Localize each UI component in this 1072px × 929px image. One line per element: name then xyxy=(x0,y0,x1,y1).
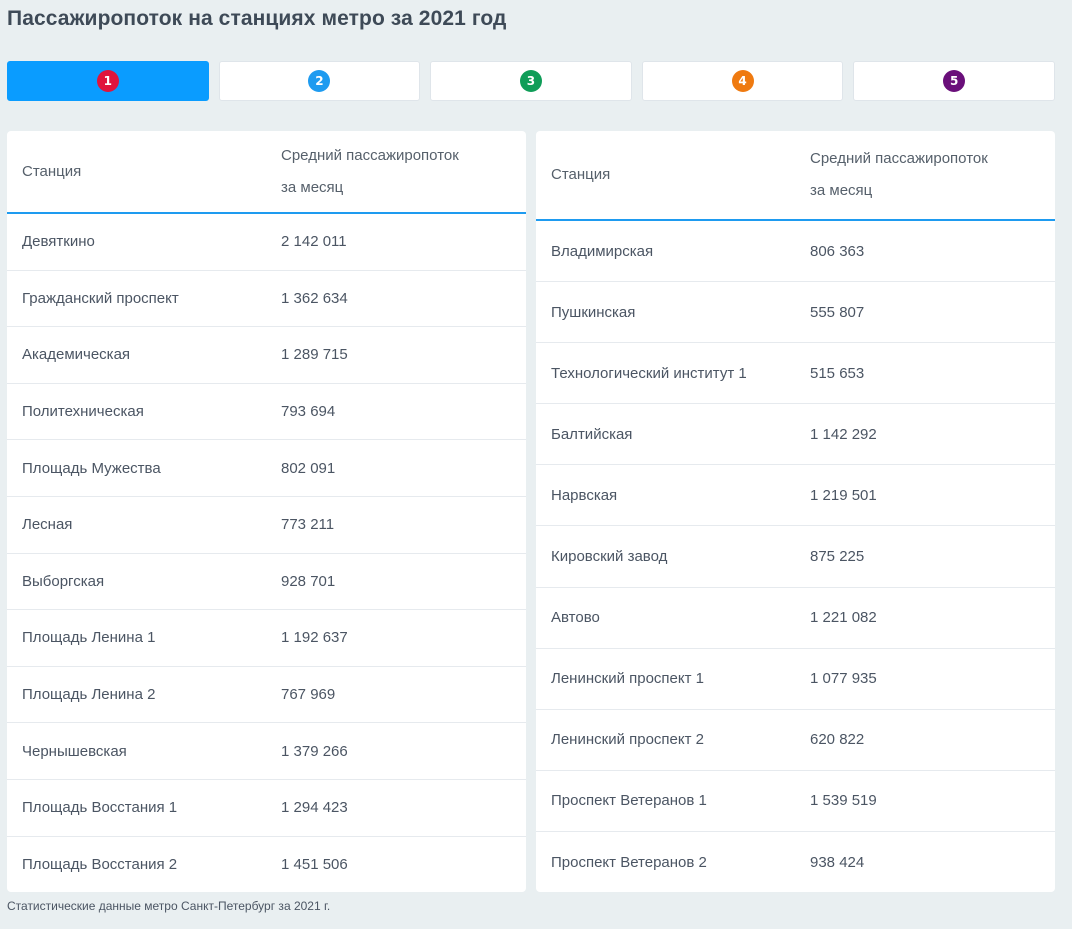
station-name: Нарвская xyxy=(551,486,618,504)
passenger-flow: 793 694 xyxy=(281,403,336,421)
table-header: Станция Средний пассажиропоток за месяц xyxy=(536,131,1055,221)
station-name: Девяткино xyxy=(22,233,95,251)
station-name: Ленинский проспект 2 xyxy=(551,731,705,749)
table-row: Автово 1 221 082 xyxy=(536,588,1055,649)
table-row: Выборгская 928 701 xyxy=(7,554,526,611)
table-row: Площадь Ленина 2 767 969 xyxy=(7,667,526,724)
station-name: Площадь Мужества xyxy=(22,459,161,477)
line-4-badge: 4 xyxy=(731,70,754,92)
table-row: Нарвская 1 219 501 xyxy=(536,465,1055,527)
table-body: Девяткино 2 142 011 Гражданский проспект 1 … xyxy=(7,214,526,893)
table-row: Площадь Ленина 1 1 192 637 xyxy=(7,610,526,667)
passenger-flow: 802 091 xyxy=(281,459,336,477)
line-2-badge: 2 xyxy=(308,70,331,92)
table-row: Академическая 1 289 715 xyxy=(7,327,526,384)
station-name: Ленинский проспект 1 xyxy=(551,670,705,688)
station-name: Гражданский проспект xyxy=(22,289,179,307)
passenger-flow: 938 424 xyxy=(810,853,865,871)
table-row: Проспект Ветеранов 2 938 424 xyxy=(536,832,1055,893)
passenger-flow: 1 077 935 xyxy=(810,670,877,688)
table-row: Владимирская 806 363 xyxy=(536,221,1055,283)
passenger-flow: 1 142 292 xyxy=(810,425,877,443)
line-1-badge: 1 xyxy=(96,70,119,92)
passenger-flow: 1 451 506 xyxy=(281,856,348,874)
table-row: Кировский завод 875 225 xyxy=(536,526,1055,588)
tab-line-1[interactable]: 1 xyxy=(7,61,209,101)
header-station: Станция xyxy=(551,166,611,183)
line-tabs: 1 2 3 4 5 xyxy=(7,61,1055,101)
station-name: Чернышевская xyxy=(22,742,127,760)
passenger-flow: 1 221 082 xyxy=(810,609,877,627)
station-name: Владимирская xyxy=(551,242,654,260)
station-name: Автово xyxy=(551,609,600,627)
passenger-flow: 928 701 xyxy=(281,572,336,590)
station-name: Площадь Восстания 2 xyxy=(22,856,178,874)
table-row: Чернышевская 1 379 266 xyxy=(7,723,526,780)
header-flow: Средний пассажиропоток за месяц xyxy=(795,143,1055,207)
passenger-flow: 2 142 011 xyxy=(281,233,347,251)
table-row: Гражданский проспект 1 362 634 xyxy=(7,271,526,328)
passenger-flow: 1 294 423 xyxy=(281,799,348,817)
passenger-flow: 1 219 501 xyxy=(810,486,877,504)
header-station: Станция xyxy=(22,162,82,180)
passenger-flow: 773 211 xyxy=(281,516,335,534)
table-row: Балтийская 1 142 292 xyxy=(536,404,1055,466)
table-row: Лесная 773 211 xyxy=(7,497,526,554)
tab-line-4[interactable]: 4 xyxy=(641,61,844,101)
station-name: Академическая xyxy=(22,346,131,364)
table-row: Площадь Восстания 1 1 294 423 xyxy=(7,780,526,837)
table-body: Владимирская 806 363 Пушкинская 555 807 Техн… xyxy=(536,221,1055,893)
page-title: Пассажиропоток на станциях метро за 2021… xyxy=(7,7,507,30)
stations-table-right: Станция Средний пассажиропоток за месяц … xyxy=(536,131,1055,892)
stations-table-left: Станция Средний пассажиропоток за месяц … xyxy=(7,131,526,892)
station-name: Проспект Ветеранов 1 xyxy=(551,792,707,810)
line-3-badge: 3 xyxy=(519,70,542,92)
table-row: Ленинский проспект 1 1 077 935 xyxy=(536,649,1055,710)
station-name: Площадь Ленина 1 xyxy=(22,629,156,647)
header-flow-line1: Средний пассажиропоток xyxy=(281,146,459,164)
station-name: Лесная xyxy=(22,516,73,534)
station-name: Кировский завод xyxy=(551,548,668,566)
tab-line-2[interactable]: 2 xyxy=(218,61,421,101)
station-name: Площадь Ленина 2 xyxy=(22,686,156,704)
passenger-flow: 620 822 xyxy=(810,731,865,749)
passenger-flow: 767 969 xyxy=(281,686,336,704)
passenger-flow: 875 225 xyxy=(810,548,865,566)
table-row: Девяткино 2 142 011 xyxy=(7,214,526,271)
table-row: Пушкинская 555 807 xyxy=(536,282,1055,344)
station-name: Политехническая xyxy=(22,403,144,421)
station-name: Технологический институт 1 xyxy=(551,364,747,382)
passenger-flow: 1 362 634 xyxy=(281,289,348,307)
header-flow-line1: Средний пассажиропоток xyxy=(810,150,988,167)
header-flow-line2: за месяц xyxy=(810,182,873,199)
table-row: Проспект Ветеранов 1 1 539 519 xyxy=(536,771,1055,832)
tab-line-5[interactable]: 5 xyxy=(853,61,1055,101)
passenger-flow: 1 379 266 xyxy=(281,742,348,760)
passenger-flow: 515 653 xyxy=(810,364,865,382)
table-row: Ленинский проспект 2 620 822 xyxy=(536,710,1055,771)
passenger-flow: 1 289 715 xyxy=(281,346,348,364)
table-row: Технологический институт 1 515 653 xyxy=(536,343,1055,405)
tab-line-3[interactable]: 3 xyxy=(430,61,632,101)
station-name: Выборгская xyxy=(22,572,105,590)
station-name: Балтийская xyxy=(551,425,633,443)
table-row: Площадь Мужества 802 091 xyxy=(7,440,526,497)
table-row: Площадь Восстания 2 1 451 506 xyxy=(7,837,526,894)
header-flow: Средний пассажиропоток за месяц xyxy=(266,140,526,204)
line-5-badge: 5 xyxy=(943,70,966,92)
station-name: Пушкинская xyxy=(551,303,636,321)
station-name: Площадь Восстания 1 xyxy=(22,799,178,817)
passenger-flow: 806 363 xyxy=(810,242,865,260)
passenger-flow: 1 539 519 xyxy=(810,792,877,810)
passenger-flow: 555 807 xyxy=(810,303,865,321)
header-flow-line2: за месяц xyxy=(281,178,344,196)
table-row: Политехническая 793 694 xyxy=(7,384,526,441)
passenger-flow: 1 192 637 xyxy=(281,629,348,647)
table-header: Станция Средний пассажиропоток за месяц xyxy=(7,131,526,214)
station-name: Проспект Ветеранов 2 xyxy=(551,853,707,871)
source-caption: Статистические данные метро Санкт-Петерб… xyxy=(7,899,331,913)
